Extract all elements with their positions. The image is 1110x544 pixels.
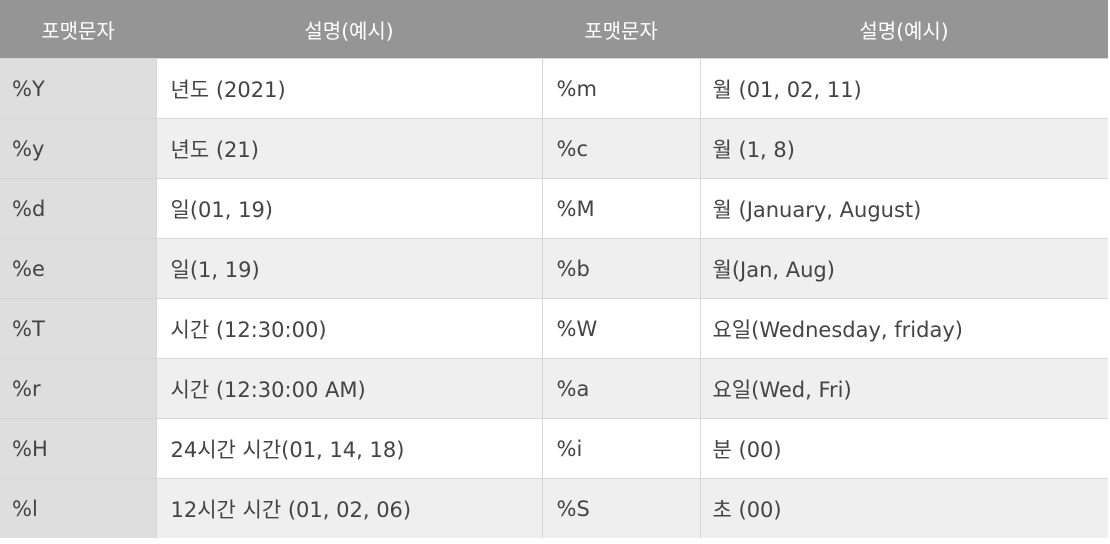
format-code-cell: %W <box>542 298 701 359</box>
header-row: 포맷문자 설명(예시) 포맷문자 설명(예시) <box>0 0 1108 59</box>
description-cell: 분 (00) <box>700 418 1108 479</box>
format-code-cell: %d <box>0 178 157 239</box>
format-code-cell: %r <box>0 358 157 419</box>
format-code-cell: %m <box>542 58 701 119</box>
format-code-cell: %c <box>542 118 701 179</box>
format-code-cell: %S <box>542 478 701 538</box>
table-row: %y 년도 (21) %c 월 (1, 8) <box>0 118 1108 179</box>
description-cell: 월 (01, 02, 11) <box>700 58 1108 119</box>
format-code-cell: %i <box>542 418 701 479</box>
table-row: %l 12시간 시간 (01, 02, 06) %S 초 (00) <box>0 478 1108 538</box>
description-cell: 24시간 시간(01, 14, 18) <box>156 418 543 479</box>
table-row: %H 24시간 시간(01, 14, 18) %i 분 (00) <box>0 418 1108 479</box>
format-code-cell: %H <box>0 418 157 479</box>
format-code-cell: %Y <box>0 58 157 119</box>
format-code-cell: %e <box>0 238 157 299</box>
header-description-1: 설명(예시) <box>156 0 542 59</box>
description-cell: 월(Jan, Aug) <box>700 238 1108 299</box>
description-cell: 년도 (2021) <box>156 58 543 119</box>
description-cell: 12시간 시간 (01, 02, 06) <box>156 478 543 538</box>
description-cell: 월 (1, 8) <box>700 118 1108 179</box>
format-code-cell: %y <box>0 118 157 179</box>
description-cell: 일(1, 19) <box>156 238 543 299</box>
description-cell: 월 (January, August) <box>700 178 1108 239</box>
table-row: %e 일(1, 19) %b 월(Jan, Aug) <box>0 238 1108 299</box>
description-cell: 초 (00) <box>700 478 1108 538</box>
description-cell: 요일(Wed, Fri) <box>700 358 1108 419</box>
table-row: %T 시간 (12:30:00) %W 요일(Wednesday, friday… <box>0 298 1108 359</box>
description-cell: 시간 (12:30:00 AM) <box>156 358 543 419</box>
table-body: %Y 년도 (2021) %m 월 (01, 02, 11) %y 년도 (21… <box>0 58 1108 538</box>
format-code-cell: %a <box>542 358 701 419</box>
format-code-cell: %T <box>0 298 157 359</box>
description-cell: 시간 (12:30:00) <box>156 298 543 359</box>
table-row: %Y 년도 (2021) %m 월 (01, 02, 11) <box>0 58 1108 119</box>
table-header: 포맷문자 설명(예시) 포맷문자 설명(예시) <box>0 0 1108 59</box>
format-code-cell: %b <box>542 238 701 299</box>
table-row: %d 일(01, 19) %M 월 (January, August) <box>0 178 1108 239</box>
table-row: %r 시간 (12:30:00 AM) %a 요일(Wed, Fri) <box>0 358 1108 419</box>
format-code-cell: %l <box>0 478 157 538</box>
description-cell: 년도 (21) <box>156 118 543 179</box>
description-cell: 요일(Wednesday, friday) <box>700 298 1108 359</box>
header-description-2: 설명(예시) <box>700 0 1108 59</box>
format-code-cell: %M <box>542 178 701 239</box>
header-format-char-1: 포맷문자 <box>0 0 156 59</box>
header-format-char-2: 포맷문자 <box>542 0 700 59</box>
description-cell: 일(01, 19) <box>156 178 543 239</box>
